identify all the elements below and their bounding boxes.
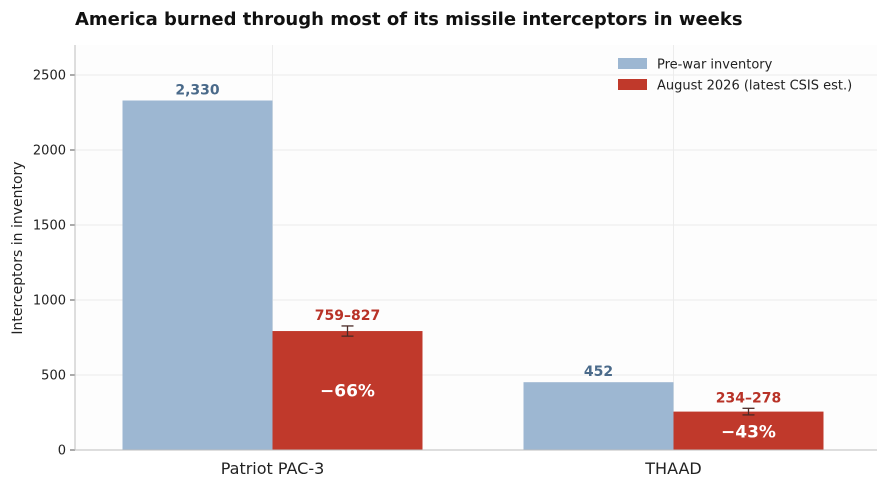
y-axis-label: Interceptors in inventory [10, 161, 26, 334]
legend-swatch [618, 79, 647, 90]
bars: 2,330 759–827 −66% 452 234–278 −43% [122, 83, 824, 450]
x-tick-label: THAAD [644, 459, 701, 478]
data-label: 452 [584, 364, 613, 380]
y-tick-label: 0 [58, 444, 66, 459]
y-tick-label: 2000 [33, 144, 66, 159]
y-tick-label: 1500 [33, 219, 66, 234]
chart-title: America burned through most of its missi… [75, 9, 743, 30]
x-axis: Patriot PAC-3 THAAD [75, 449, 877, 478]
bar-pre-war [523, 382, 674, 450]
legend-label: August 2026 (latest CSIS est.) [657, 79, 852, 94]
bar-august-2026 [673, 411, 824, 450]
bar-pre-war [122, 100, 273, 450]
data-label: 2,330 [175, 83, 220, 99]
bar-august-2026 [272, 331, 423, 450]
legend: Pre-war inventory August 2026 (latest CSI… [618, 58, 852, 94]
change-label: −66% [320, 382, 375, 402]
legend-label: Pre-war inventory [657, 58, 773, 73]
y-axis: 0 500 1000 1500 2000 2500 [33, 45, 76, 459]
y-tick-label: 2500 [33, 69, 66, 84]
x-tick-label: Patriot PAC-3 [221, 459, 325, 478]
y-tick-label: 500 [41, 369, 66, 384]
change-label: −43% [721, 423, 776, 443]
data-label: 234–278 [716, 390, 781, 406]
y-tick-label: 1000 [33, 294, 66, 309]
data-label: 759–827 [315, 308, 380, 324]
legend-swatch [618, 58, 647, 69]
